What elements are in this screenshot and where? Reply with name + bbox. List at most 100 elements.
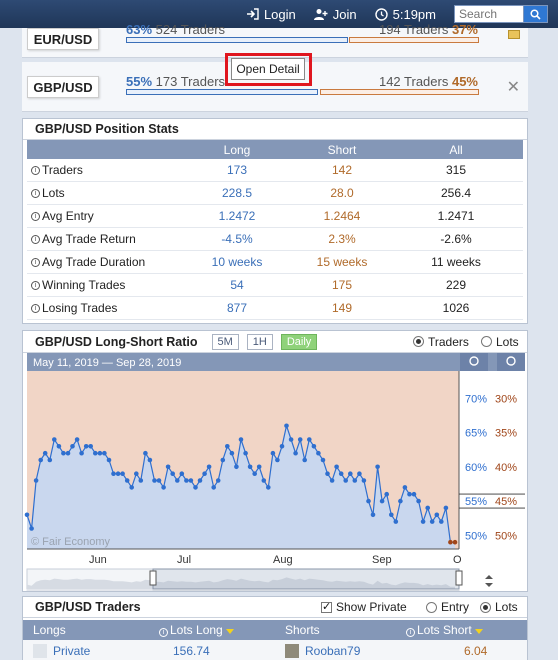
stats-label: Traders — [42, 163, 83, 177]
data-point — [266, 485, 271, 490]
data-point — [402, 485, 408, 490]
timeframe-daily-button[interactable]: Daily — [280, 333, 318, 350]
short-pct: 37% — [451, 22, 478, 37]
short-bar — [320, 89, 479, 95]
data-point — [256, 464, 262, 470]
data-point — [129, 485, 134, 490]
data-point — [215, 478, 221, 483]
short-trader[interactable]: Rooban79 — [279, 644, 404, 658]
data-point — [193, 485, 198, 490]
stats-row: i Winning Trades 54 175 229 — [27, 274, 523, 297]
data-point — [411, 491, 417, 497]
data-point — [425, 505, 431, 511]
data-point — [70, 444, 75, 449]
stats-row-label: i Winning Trades — [27, 278, 187, 292]
navigator-handle-left[interactable] — [149, 570, 157, 586]
open-detail-tooltip[interactable]: Open Detail — [231, 58, 305, 80]
info-icon[interactable]: i — [31, 165, 40, 175]
mode-lots-radio[interactable]: Lots — [481, 335, 519, 349]
info-icon[interactable]: i — [31, 234, 40, 244]
close-icon[interactable]: ✕ — [506, 79, 520, 96]
data-point — [152, 478, 157, 483]
x-tick-label: Jun — [89, 554, 107, 566]
data-point — [115, 471, 121, 476]
stats-all: 315 — [445, 163, 467, 177]
timeframe-1h-button[interactable]: 1H — [246, 333, 273, 350]
stats-label: Losing Trades — [42, 301, 118, 315]
login-link[interactable]: Login — [246, 7, 296, 22]
data-point — [74, 437, 80, 442]
zoom-in-icon — [469, 356, 479, 366]
ratio-chart[interactable]: May 11, 2019 — Sep 28, 2019 70% 30% 65% 35% 6… — [23, 353, 527, 591]
info-icon[interactable]: i — [31, 188, 40, 198]
data-point — [175, 478, 180, 483]
navigator-window[interactable] — [152, 568, 460, 590]
stats-header-long: Long — [223, 142, 251, 157]
stats-row: i Traders 173 142 315 — [27, 159, 523, 182]
stats-label: Avg Trade Duration — [42, 255, 146, 269]
search-input[interactable] — [454, 5, 524, 23]
data-point — [33, 478, 39, 483]
stats-short: 2.3% — [328, 232, 356, 246]
x-tick-label: Sep — [372, 554, 392, 566]
info-icon[interactable]: i — [31, 211, 40, 221]
show-private-checkbox[interactable]: Show Private — [321, 600, 407, 614]
navigator-handle-right[interactable] — [455, 570, 463, 586]
y-tick-long: 50% — [465, 530, 487, 542]
data-point — [124, 478, 130, 483]
data-point — [352, 478, 358, 483]
data-point — [202, 471, 207, 476]
zoom-in-button[interactable] — [460, 353, 488, 371]
long-summary: 63% 524 Traders — [126, 22, 225, 37]
long-trader-name: Private — [53, 644, 91, 658]
data-point — [334, 464, 339, 470]
stats-row-label: i Traders — [27, 163, 187, 177]
traders-title-row: GBP/USD Traders Show Private Entry Lots — [23, 597, 527, 618]
data-point — [24, 512, 30, 518]
y-tick-long: 55% — [465, 496, 487, 508]
watermark: © Fair Economy — [31, 536, 111, 548]
zoom-out-icon — [506, 356, 516, 366]
data-point — [106, 457, 112, 463]
data-point — [38, 457, 43, 463]
info-icon[interactable]: i — [31, 280, 40, 290]
timeframe-5m-button[interactable]: 5M — [211, 333, 239, 350]
folder-icon[interactable] — [508, 30, 520, 39]
data-point — [338, 471, 344, 476]
data-point — [261, 478, 267, 483]
lots-radio[interactable]: Lots — [480, 600, 518, 614]
data-point — [275, 457, 280, 463]
expand-arrows-icon[interactable] — [485, 575, 493, 587]
data-point — [357, 471, 362, 476]
show-private-label: Show Private — [336, 600, 407, 614]
login-icon — [246, 8, 259, 20]
info-icon[interactable]: i — [31, 303, 40, 313]
stats-label: Lots — [42, 186, 65, 200]
data-point — [147, 457, 153, 463]
join-link[interactable]: Join — [313, 7, 357, 22]
long-bar — [126, 37, 348, 43]
stats-all: 1026 — [442, 301, 470, 315]
search-button[interactable] — [524, 5, 548, 23]
data-point — [252, 471, 257, 476]
radio-icon — [481, 336, 492, 347]
long-area — [27, 425, 455, 549]
symbol-name: GBP/USD — [27, 76, 99, 98]
mode-traders-radio[interactable]: Traders — [413, 335, 469, 349]
stats-all: 256.4 — [440, 186, 472, 200]
header-lots-long[interactable]: i Lots Long — [151, 623, 279, 637]
info-icon[interactable]: i — [31, 257, 40, 267]
ratio-title-row: GBP/USD Long-Short Ratio 5M 1H Daily Tra… — [23, 331, 527, 353]
data-point — [434, 512, 440, 518]
data-point — [238, 437, 244, 442]
entry-radio[interactable]: Entry — [426, 600, 469, 614]
sort-down-icon — [474, 629, 483, 634]
login-label: Login — [263, 6, 296, 22]
info-icon: i — [406, 628, 415, 637]
data-point — [297, 437, 303, 442]
trader-row[interactable]: Private 156.74 Rooban79 6.04 — [23, 640, 527, 660]
header-lots-short[interactable]: i Lots Short — [404, 623, 524, 637]
data-point — [407, 491, 412, 497]
data-point — [366, 498, 371, 504]
zoom-out-button[interactable] — [497, 353, 525, 371]
